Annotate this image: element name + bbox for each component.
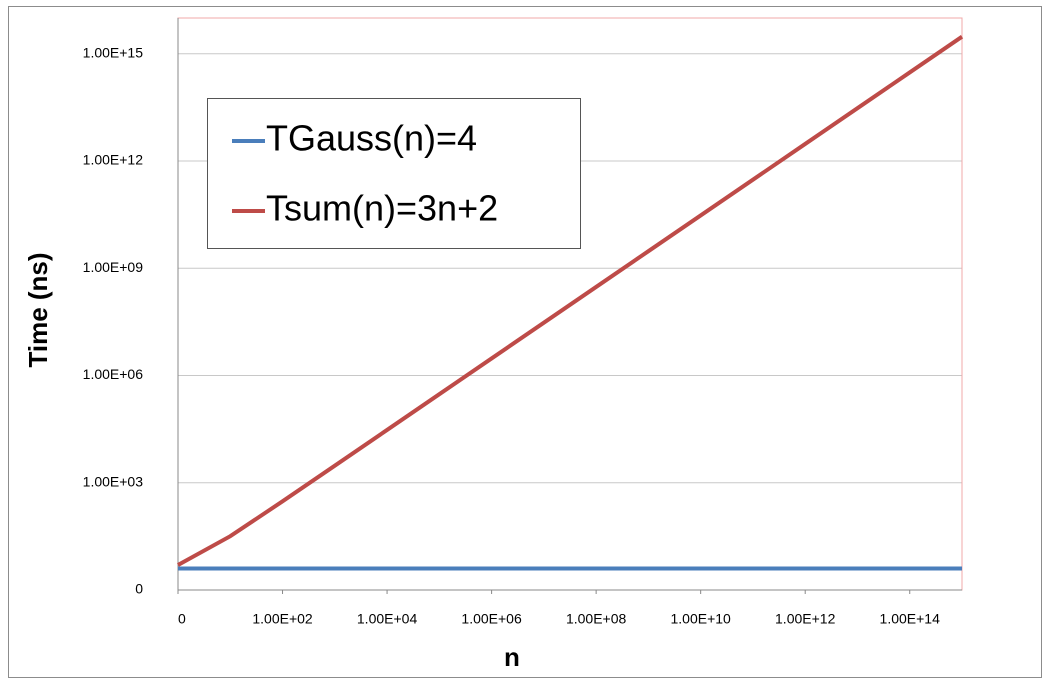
- x-tick-label: 1.00E+08: [566, 611, 627, 627]
- legend-label: Tsum(n)=3n+2: [266, 188, 498, 229]
- y-tick-label: 1.00E+03: [83, 473, 144, 489]
- x-axis-title: n: [504, 642, 520, 672]
- x-tick-label: 1.00E+06: [461, 611, 522, 627]
- x-tick-label: 1.00E+02: [252, 611, 313, 627]
- y-tick-label: 1.00E+15: [83, 44, 144, 60]
- x-tick-label: 1.00E+10: [670, 611, 731, 627]
- y-tick-label: 0: [135, 581, 143, 597]
- y-tick-label: 1.00E+09: [83, 259, 144, 275]
- x-tick-label: 1.00E+04: [357, 611, 418, 627]
- legend-label: TGauss(n)=4: [266, 118, 477, 159]
- series-line: [177, 35, 964, 567]
- x-tick-label: 0: [178, 611, 186, 627]
- y-tick-label: 1.00E+06: [83, 366, 144, 382]
- y-axis-title: Time (ns): [23, 252, 53, 367]
- x-tick-label: 1.00E+12: [775, 611, 836, 627]
- x-tick-label: 1.00E+14: [880, 611, 941, 627]
- y-tick-label: 1.00E+12: [83, 152, 144, 168]
- legend-box: [207, 98, 581, 249]
